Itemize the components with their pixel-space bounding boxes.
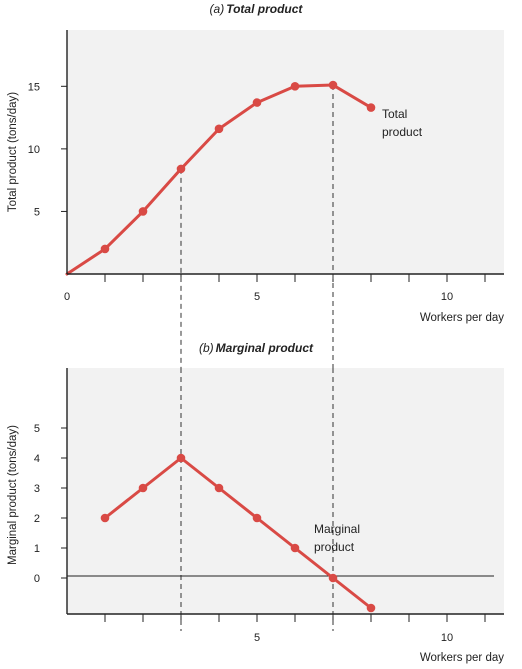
panel-a-data-point (214, 124, 224, 134)
panel-b-data-point (138, 483, 148, 493)
panel-a-y-tick-label: 5 (34, 206, 40, 218)
panel-a-guide-lines (180, 85, 334, 368)
panel-b-y-tick-label: 4 (34, 453, 40, 465)
panel-a-ticks: 0 5 10 5 10 15 (28, 81, 486, 303)
panel-a-title: (a) Total product (210, 2, 304, 16)
panel-b-series-label-line-1: Marginal (314, 522, 360, 536)
panel-b-series-label-line-2: product (314, 540, 355, 554)
panel-a-data-point (252, 98, 262, 107)
panel-a-data-point (138, 207, 148, 216)
panel-b-y-tick-label: 5 (34, 423, 40, 435)
panel-b-title-text: Marginal product (216, 341, 314, 355)
panel-a-x-tick-label: 5 (254, 291, 260, 303)
panel-a-title-text: Total product (226, 2, 303, 16)
panel-b-x-tick-label: 5 (254, 632, 260, 644)
panel-b-data-point (328, 573, 338, 583)
panel-a-series (65, 80, 376, 276)
panel-b-plot-area (67, 368, 504, 614)
panel-b-y-tick-label: 3 (34, 483, 40, 495)
panel-a-data-point (100, 244, 110, 254)
panel-b-y-tick-label: 0 (34, 573, 40, 585)
panel-b-data-point (290, 543, 300, 553)
panel-b-series-line (103, 456, 373, 610)
panel-b-data-point (252, 513, 262, 523)
panel-b-x-tick-label: 10 (441, 632, 453, 644)
panel-a-x-tick-label: 10 (441, 291, 453, 303)
panel-a-y-tick-label: 15 (28, 81, 40, 93)
panel-a-series-label-line-2: product (382, 125, 423, 139)
panel-b-x-axis-label: Workers per day (420, 652, 504, 664)
panel-b-y-tick-label: 1 (34, 543, 40, 555)
panel-a-y-tick-label: 10 (28, 144, 40, 156)
panel-b-guide-lines (180, 368, 334, 631)
panel-a-series-label-line-1: Total (382, 107, 407, 121)
panel-b-ticks: 5 10 0 1 2 3 4 5 (34, 423, 486, 644)
panel-a-data-point (176, 164, 186, 174)
panel-a: (a) Total product Total product (tons/day… (7, 2, 504, 368)
panel-b-data-point (366, 603, 376, 613)
panel-b: (b) Marginal product Marginal product (to… (7, 341, 504, 664)
panel-a-y-axis-label: Total product (tons/day) (7, 92, 19, 212)
panel-b-data-point (100, 513, 110, 523)
panel-a-data-point (328, 80, 338, 90)
panel-b-y-axis-label: Marginal product (tons/day) (7, 425, 19, 565)
panel-a-data-point (366, 103, 376, 112)
panel-a-plot-area (67, 30, 504, 274)
panel-b-data-point (176, 453, 186, 463)
panel-b-title: (b) Marginal product (199, 341, 314, 355)
panel-a-title-prefix: (a) (210, 2, 225, 16)
panel-b-title-prefix: (b) (199, 341, 214, 355)
panel-b-series (100, 453, 376, 613)
panel-b-y-tick-label: 2 (34, 513, 40, 525)
panel-a-x-tick-label: 0 (64, 291, 70, 303)
panel-b-data-point (214, 483, 224, 493)
panel-a-data-point (290, 82, 300, 91)
panel-a-x-axis-label: Workers per day (420, 312, 504, 324)
